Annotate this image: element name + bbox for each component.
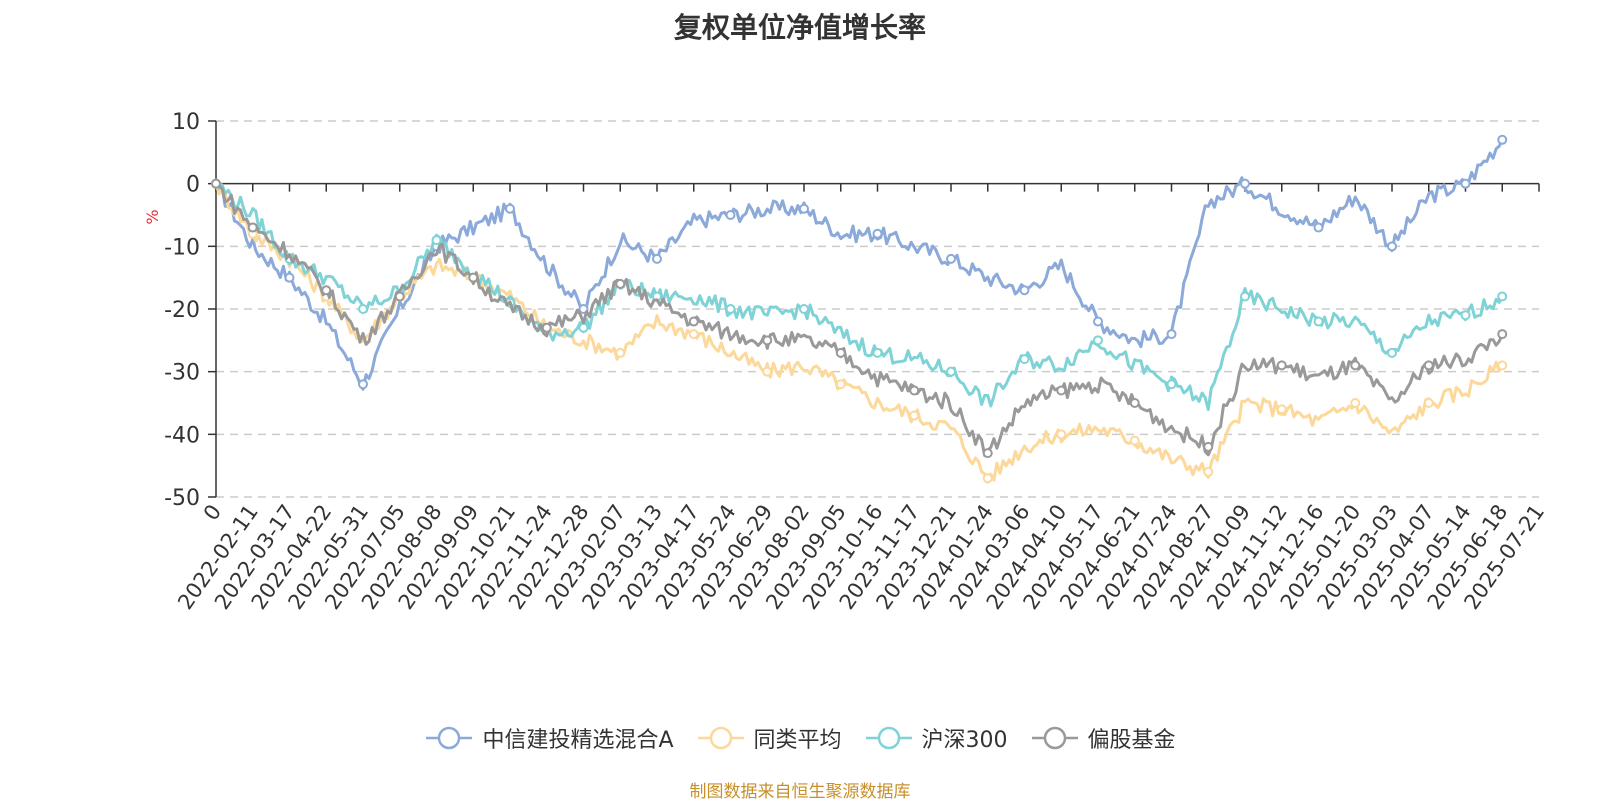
series-point bbox=[505, 203, 515, 214]
series-point bbox=[1019, 354, 1030, 365]
grid-layer bbox=[216, 120, 1539, 498]
series-point bbox=[1387, 241, 1397, 252]
series-point bbox=[1129, 398, 1140, 408]
series-point bbox=[211, 178, 221, 189]
series-point bbox=[725, 210, 736, 220]
y-tick-label: 10 bbox=[172, 110, 200, 135]
legend-label: 偏股基金 bbox=[1087, 728, 1176, 753]
series-point bbox=[1093, 316, 1103, 327]
legend-line-marker-icon bbox=[426, 726, 473, 750]
legend-label: 中信建投精选混合A bbox=[482, 728, 674, 753]
series-point bbox=[725, 304, 736, 314]
series-point bbox=[1240, 178, 1250, 189]
chart-title: 复权单位净值增长率 bbox=[673, 11, 926, 44]
y-tick-label: -20 bbox=[164, 298, 200, 323]
legend-item-4[interactable]: 偏股基金 bbox=[1030, 722, 1176, 754]
series-point bbox=[1350, 398, 1361, 408]
series-point bbox=[541, 322, 552, 333]
series-point bbox=[688, 329, 699, 340]
series-point bbox=[835, 347, 846, 358]
series-point bbox=[1387, 347, 1397, 358]
series-point bbox=[1313, 316, 1324, 327]
series-point bbox=[358, 304, 368, 314]
series-point bbox=[1497, 134, 1508, 145]
y-tick-label: 0 bbox=[186, 173, 200, 198]
series-point bbox=[578, 322, 589, 333]
series-point bbox=[1166, 329, 1177, 340]
series-point bbox=[615, 278, 626, 289]
series-point bbox=[1019, 285, 1030, 296]
legend-item-1[interactable]: 中信建投精选混合A bbox=[424, 722, 674, 754]
series-point bbox=[835, 379, 846, 390]
legend-item-3[interactable]: 沪深300 bbox=[864, 722, 1008, 754]
series-point bbox=[1497, 360, 1508, 371]
series-point bbox=[431, 235, 442, 246]
series-point bbox=[284, 272, 295, 283]
series-point bbox=[982, 448, 993, 459]
series-point bbox=[872, 228, 883, 239]
y-tick-label: -30 bbox=[164, 361, 200, 386]
series-point bbox=[1276, 404, 1287, 415]
legend-item-2[interactable]: 同类平均 bbox=[696, 722, 842, 754]
y-tick-label: -10 bbox=[164, 235, 200, 260]
y-tick-label: -50 bbox=[164, 486, 200, 511]
series-point bbox=[1460, 178, 1471, 189]
y-axis-unit-label: % bbox=[143, 209, 162, 224]
x-tick-label: 0 bbox=[199, 500, 226, 525]
series-point bbox=[1093, 335, 1103, 346]
series-point bbox=[982, 473, 993, 484]
series-point bbox=[1240, 291, 1250, 302]
series-point bbox=[358, 379, 368, 390]
legend-line-marker-icon bbox=[865, 726, 912, 750]
series-point bbox=[1423, 360, 1434, 371]
series-point bbox=[1497, 329, 1508, 340]
y-tick-label: -40 bbox=[164, 423, 200, 448]
series-point bbox=[909, 385, 920, 396]
series-point bbox=[1313, 222, 1324, 233]
series-point bbox=[799, 304, 809, 314]
series-point bbox=[652, 253, 662, 264]
series-point bbox=[946, 253, 956, 264]
series-point bbox=[1056, 385, 1067, 396]
series-point bbox=[762, 335, 773, 346]
legend: 中信建投精选混合A 同类平均 沪深300 偏股基金 bbox=[0, 722, 1600, 754]
series-point bbox=[321, 285, 332, 296]
series-point bbox=[1056, 429, 1067, 440]
series-point bbox=[1350, 360, 1361, 371]
series-point bbox=[909, 410, 920, 421]
series-layer bbox=[211, 134, 1508, 484]
series-point bbox=[1276, 360, 1287, 371]
series-line-4 bbox=[215, 182, 1504, 458]
series-point bbox=[762, 366, 773, 377]
series-point bbox=[615, 347, 626, 358]
series-point bbox=[1423, 398, 1434, 408]
series-point bbox=[468, 272, 479, 283]
footer-note: 制图数据来自恒生聚源数据库 bbox=[689, 782, 911, 802]
series-point bbox=[799, 203, 809, 214]
series-point bbox=[394, 291, 405, 302]
series-point bbox=[872, 347, 883, 358]
series-line-2 bbox=[214, 183, 1504, 484]
legend-line-marker-icon bbox=[697, 726, 744, 750]
series-point bbox=[1497, 291, 1508, 302]
series-line-1 bbox=[215, 139, 1504, 391]
series-point bbox=[247, 222, 258, 233]
legend-label: 沪深300 bbox=[921, 728, 1008, 753]
series-point bbox=[1460, 310, 1471, 321]
series-point bbox=[1203, 466, 1214, 477]
series-point bbox=[1203, 441, 1214, 452]
series-point bbox=[1129, 435, 1140, 446]
legend-label: 同类平均 bbox=[753, 728, 842, 753]
series-point bbox=[1166, 379, 1177, 390]
legend-line-marker-icon bbox=[1031, 726, 1078, 750]
series-point bbox=[946, 366, 956, 377]
series-point bbox=[688, 316, 699, 327]
